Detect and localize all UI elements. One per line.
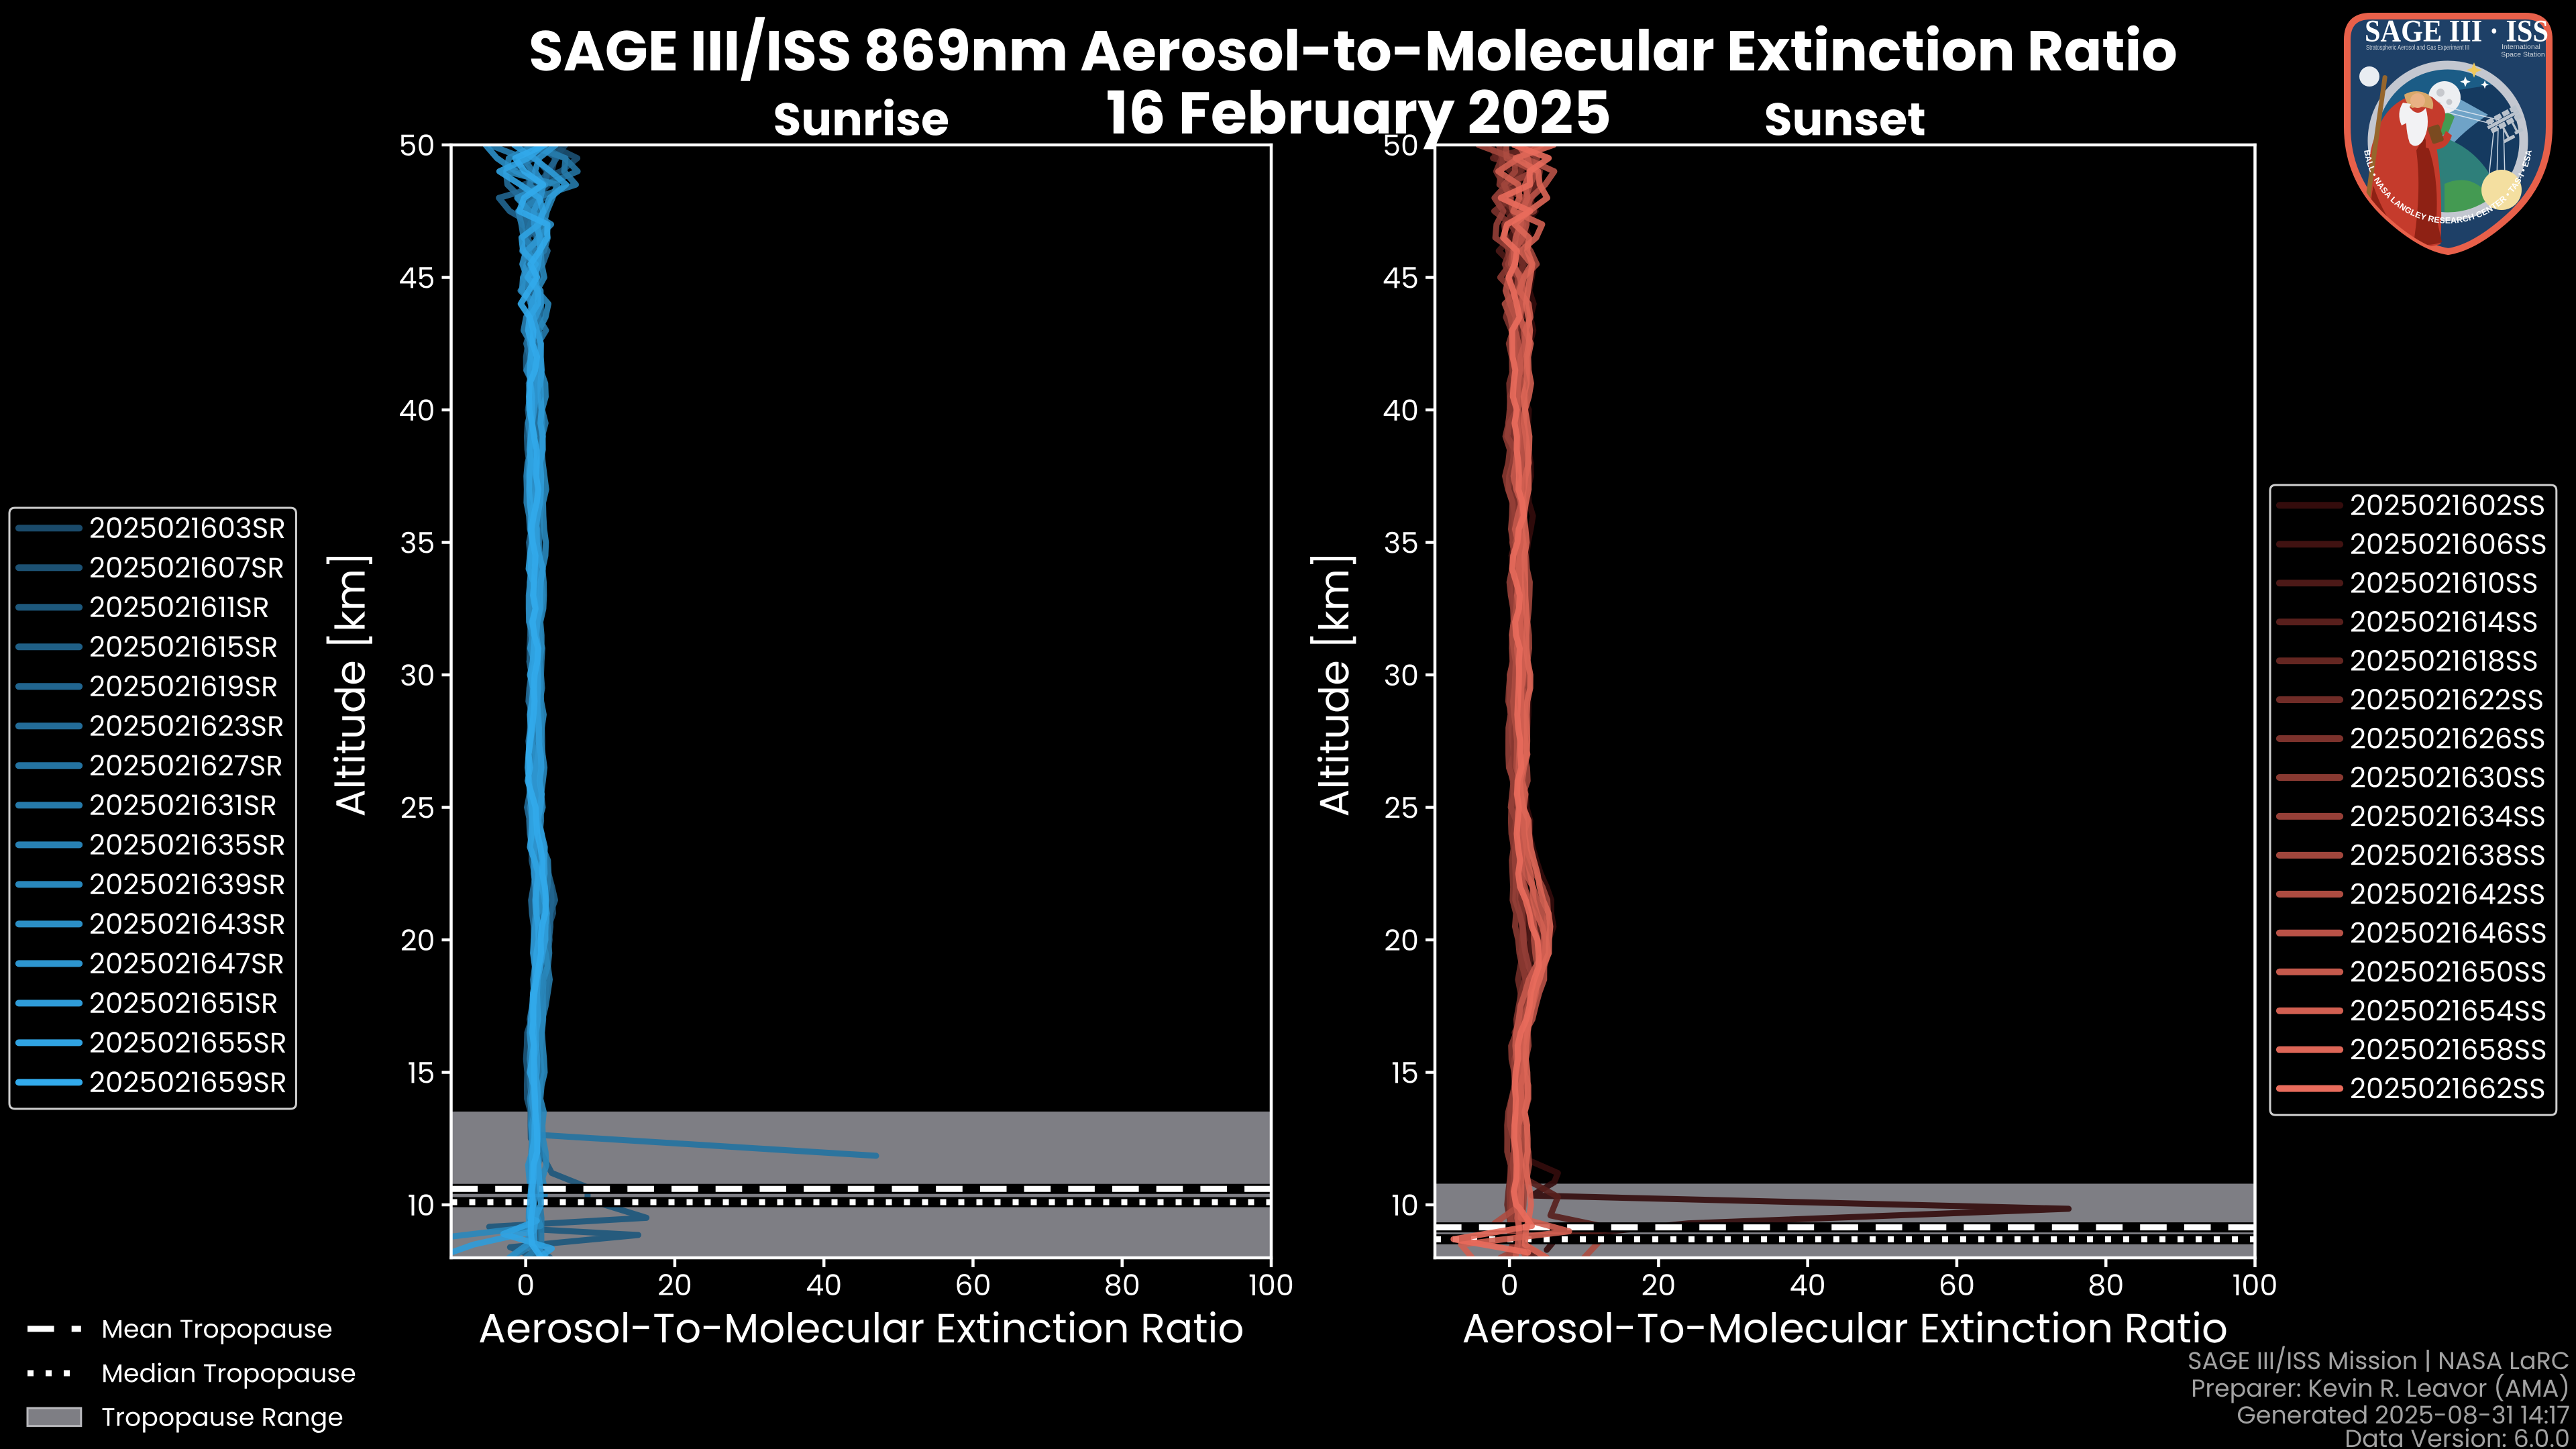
svg-text:International: International [2502, 43, 2540, 51]
svg-text:Space Station: Space Station [2501, 51, 2545, 59]
svg-text:Stratospheric Aerosol and Gas: Stratospheric Aerosol and Gas Experiment… [2366, 44, 2469, 52]
svg-text:SAGE III · ISS: SAGE III · ISS [2365, 14, 2548, 49]
